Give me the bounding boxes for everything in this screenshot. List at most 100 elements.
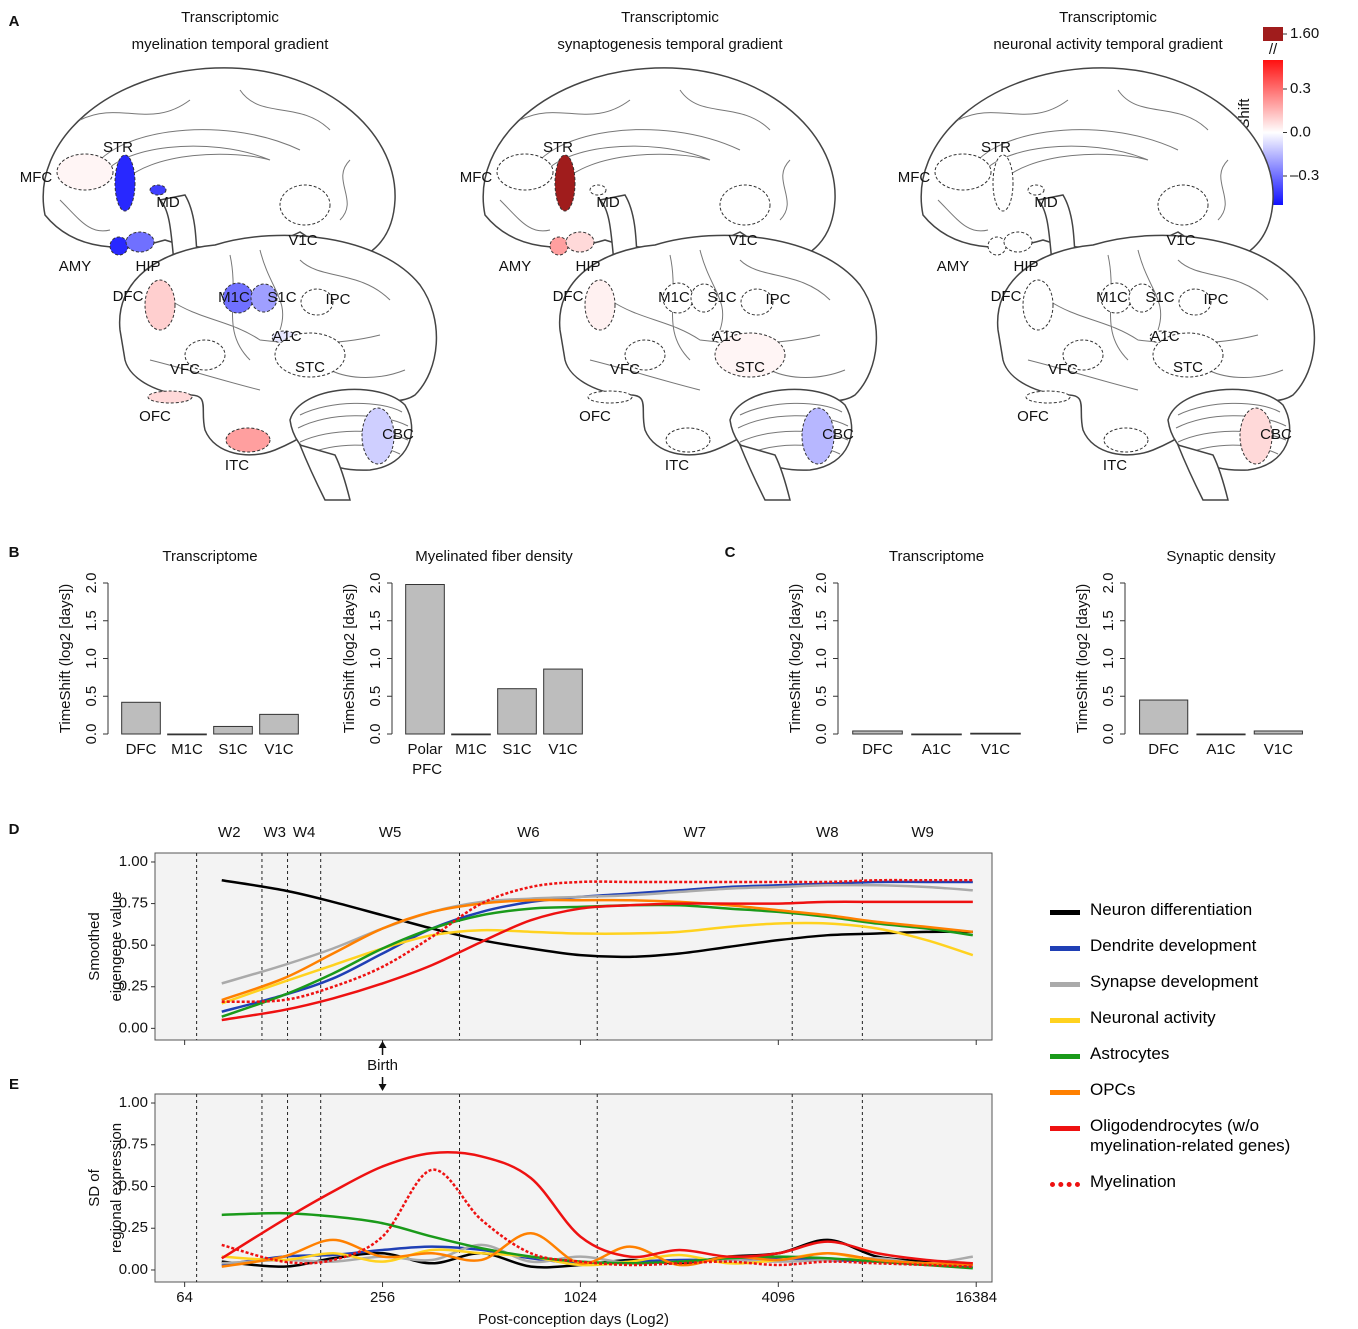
region-label: OFC	[139, 408, 171, 425]
brain-region	[114, 154, 136, 212]
region-label: MD	[596, 194, 619, 211]
brain-region	[109, 236, 129, 256]
legend-swatch	[1050, 1126, 1080, 1131]
legend-label: OPCs	[1090, 1080, 1136, 1099]
region-label: CBC	[382, 426, 414, 443]
brain-region	[719, 184, 771, 226]
bar	[213, 725, 253, 735]
period-label: W5	[379, 824, 402, 841]
cerebellum-folia	[737, 402, 849, 456]
annotation: Birth	[367, 1057, 398, 1074]
brain-region	[56, 153, 114, 191]
panel-letter: E	[9, 1076, 19, 1093]
region-label: M1C	[658, 289, 690, 306]
legend-swatch	[1050, 1018, 1080, 1023]
lateral-gyri	[1027, 249, 1284, 391]
x-tick-label: V1C	[981, 741, 1010, 758]
brain-region	[274, 332, 346, 378]
panel-letter: C	[725, 544, 736, 561]
brain-region	[665, 427, 711, 453]
y-tick-label: 0.00	[119, 1261, 148, 1278]
series-line	[221, 1151, 973, 1265]
bar	[259, 713, 299, 735]
region-label: MFC	[20, 169, 53, 186]
bar	[1253, 730, 1303, 735]
y-tick-label: 2.0	[83, 573, 100, 594]
map-title: neuronal activity temporal gradient	[993, 36, 1223, 53]
x-tick-label: V1C	[264, 741, 293, 758]
legend-label: Oligodendrocytes (w/o myelination-relate…	[1090, 1116, 1291, 1155]
region-label: OFC	[579, 408, 611, 425]
gyri	[59, 89, 351, 232]
legend-label: Astrocytes	[1090, 1044, 1170, 1063]
brain-region	[1157, 184, 1209, 226]
brain-map: Transcriptomic synaptogenesis temporal gr…	[460, 9, 878, 501]
bar	[852, 730, 903, 735]
region-label: ITC	[1103, 457, 1127, 474]
y-axis-label: TimeShift (log2 [days])	[341, 584, 358, 734]
brain-region	[496, 153, 554, 191]
region-label: IPC	[765, 291, 790, 308]
panel-letter: A	[9, 13, 20, 30]
region-label: A1C	[712, 328, 741, 345]
region-label: HIP	[1013, 258, 1038, 275]
region-label: A1C	[1150, 328, 1179, 345]
region-label: CBC	[1260, 426, 1292, 443]
y-tick-label: 0.0	[813, 724, 830, 745]
legend-label: Synapse development	[1090, 972, 1259, 991]
plot-area	[154, 1093, 993, 1283]
brain-region	[300, 288, 334, 316]
y-axis-label: eigengene value	[108, 891, 125, 1001]
period-label: W3	[263, 824, 286, 841]
region-label: S1C	[1145, 289, 1174, 306]
series-line	[221, 1231, 973, 1268]
legend-swatch	[1050, 910, 1080, 915]
x-tick-label: DFC	[126, 741, 157, 758]
legend-label: Myelination	[1090, 1172, 1176, 1191]
period-label: W9	[911, 824, 934, 841]
region-label: IPC	[1203, 291, 1228, 308]
brain-region	[184, 339, 226, 371]
region-label: STR	[981, 139, 1011, 156]
brain-region	[1062, 339, 1104, 371]
brain-map: Transcriptomic myelination temporal gradi…	[20, 9, 438, 501]
x-tick-label: Polar PFC	[407, 741, 442, 778]
x-tick-label: 1024	[564, 1289, 597, 1306]
region-label: VFC	[1048, 361, 1078, 378]
x-tick-label: A1C	[1206, 741, 1235, 758]
panel-letter: D	[9, 821, 20, 838]
brain-region	[690, 283, 718, 313]
region-label: M1C	[218, 289, 250, 306]
colorbar-break-block	[1263, 27, 1283, 41]
y-axis-label: SD of	[86, 1168, 103, 1206]
bar	[1196, 733, 1246, 736]
brain-region	[1027, 184, 1045, 196]
bar	[543, 668, 583, 735]
legend-item: Neuron differentiation	[1050, 900, 1350, 920]
y-tick-label: 0.5	[367, 686, 384, 707]
region-label: IPC	[325, 291, 350, 308]
series-line	[221, 1168, 973, 1268]
series-line	[221, 921, 974, 1005]
x-tick-label: 16384	[955, 1289, 997, 1306]
y-axis-label: TimeShift (log2 [days])	[57, 584, 74, 734]
y-axis-label: regional expression	[108, 1123, 125, 1253]
region-label: CBC	[822, 426, 854, 443]
region-label: AMY	[499, 258, 532, 275]
region-label: ITC	[225, 457, 249, 474]
series-line	[221, 879, 973, 959]
brain-region	[587, 390, 633, 404]
x-axis-label: Post-conception days (Log2)	[478, 1311, 669, 1328]
colorbar-tick-label: –0.3	[1290, 167, 1319, 184]
legend-label: Neuron differentiation	[1090, 900, 1253, 919]
legend-item: Oligodendrocytes (w/o myelination-relate…	[1050, 1116, 1350, 1156]
y-tick-label: 0.00	[119, 1019, 148, 1036]
map-title: Transcriptomic	[1059, 9, 1157, 26]
region-label: MFC	[898, 169, 931, 186]
brain-region	[740, 288, 774, 316]
region-label: STR	[543, 139, 573, 156]
region-label: STC	[735, 359, 765, 376]
bar	[405, 584, 445, 735]
y-tick-label: 0.0	[367, 724, 384, 745]
x-tick-label: M1C	[171, 741, 203, 758]
